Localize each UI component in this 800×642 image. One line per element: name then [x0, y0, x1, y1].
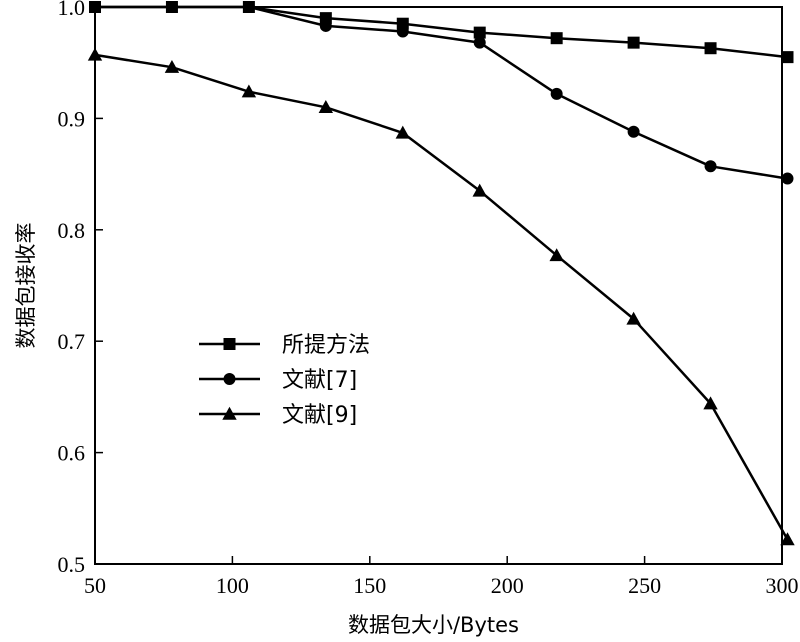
data-point-circle	[165, 1, 178, 13]
x-tick-label: 300	[766, 573, 799, 598]
series-line	[94, 53, 789, 541]
series-circle	[89, 1, 794, 185]
x-tick-label: 200	[491, 573, 524, 598]
data-point-circle	[473, 36, 486, 49]
data-point-square	[627, 36, 640, 49]
legend-label: 文献[9]	[282, 403, 357, 428]
data-point-triangle	[472, 183, 487, 197]
data-point-circle	[550, 87, 563, 100]
data-point-triangle	[164, 59, 180, 73]
series-line	[95, 5, 788, 59]
legend-label: 文献[7]	[282, 368, 357, 393]
data-point-circle	[627, 125, 640, 138]
data-point-circle	[781, 172, 794, 185]
x-axis-title: 数据包大小/Bytes	[348, 613, 519, 637]
legend-label: 所提方法	[282, 333, 370, 358]
axis-ticks: 50 100 150 200 250 300 0.5 0.6 0.7 0.8 0.9 1.0	[58, 0, 799, 598]
x-tick-label: 250	[628, 573, 661, 598]
y-tick-label: 0.9	[58, 106, 86, 131]
legend-marker-square	[223, 338, 236, 350]
y-tick-label: 0.5	[58, 552, 86, 577]
x-tick-label: 100	[216, 573, 249, 598]
legend-item: 文献[9]	[199, 403, 357, 428]
plot-border	[94, 6, 783, 565]
y-tick-label: 0.8	[58, 218, 86, 243]
series-triangle	[87, 47, 795, 546]
data-point-triangle	[395, 125, 410, 139]
legend-marker-circle	[223, 373, 236, 385]
y-tick-label: 0.7	[58, 329, 86, 354]
data-point-square	[781, 51, 794, 64]
y-tick-label: 1.0	[58, 0, 86, 20]
data-point-square	[473, 26, 486, 39]
series-square	[89, 1, 794, 64]
data-point-circle	[396, 25, 409, 38]
data-point-square	[704, 42, 717, 55]
plot-frame	[94, 6, 783, 565]
series-line	[95, 5, 788, 180]
data-point-square	[319, 12, 332, 25]
data-point-circle	[242, 1, 255, 13]
data-point-triangle	[626, 311, 641, 325]
y-tick-label: 0.6	[58, 441, 86, 466]
data-point-triangle	[318, 100, 334, 114]
data-point-square	[550, 32, 563, 45]
series-group	[87, 1, 795, 546]
legend-item: 所提方法	[199, 333, 370, 358]
data-point-triangle	[703, 396, 718, 410]
data-point-triangle	[549, 248, 564, 262]
y-axis-title: 数据包接收率	[14, 223, 38, 349]
data-point-circle	[704, 160, 717, 173]
x-tick-label: 150	[353, 573, 386, 598]
x-tick-label: 50	[84, 573, 106, 598]
data-point-triangle	[241, 84, 257, 98]
data-point-circle	[89, 1, 101, 13]
legend-item: 文献[7]	[199, 368, 357, 393]
data-point-circle	[319, 19, 332, 32]
legend-marker-triangle	[222, 406, 237, 420]
data-point-triangle	[87, 47, 103, 61]
data-point-triangle	[780, 532, 795, 546]
